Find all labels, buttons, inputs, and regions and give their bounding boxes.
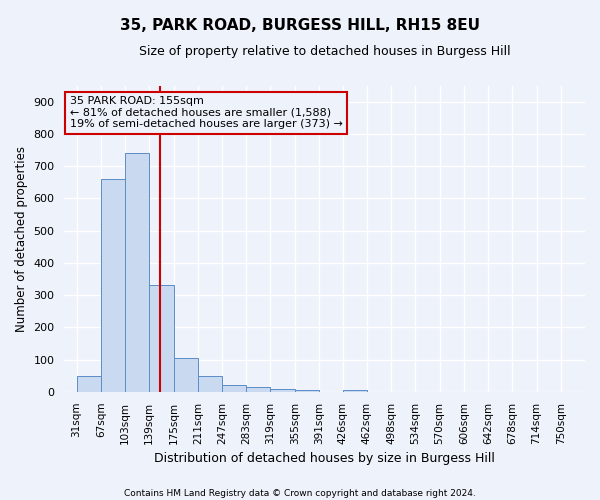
- Bar: [198, 376, 222, 392]
- Bar: [125, 154, 149, 392]
- Bar: [101, 179, 125, 392]
- Text: 35, PARK ROAD, BURGESS HILL, RH15 8EU: 35, PARK ROAD, BURGESS HILL, RH15 8EU: [120, 18, 480, 32]
- Bar: [222, 384, 246, 392]
- Bar: [149, 286, 173, 392]
- Title: Size of property relative to detached houses in Burgess Hill: Size of property relative to detached ho…: [139, 45, 511, 58]
- Bar: [77, 376, 101, 392]
- Bar: [295, 390, 319, 392]
- Y-axis label: Number of detached properties: Number of detached properties: [15, 146, 28, 332]
- Bar: [173, 358, 198, 392]
- X-axis label: Distribution of detached houses by size in Burgess Hill: Distribution of detached houses by size …: [154, 452, 495, 465]
- Bar: [271, 388, 295, 392]
- Bar: [343, 390, 367, 392]
- Bar: [246, 387, 271, 392]
- Text: Contains HM Land Registry data © Crown copyright and database right 2024.: Contains HM Land Registry data © Crown c…: [124, 488, 476, 498]
- Text: 35 PARK ROAD: 155sqm
← 81% of detached houses are smaller (1,588)
19% of semi-de: 35 PARK ROAD: 155sqm ← 81% of detached h…: [70, 96, 343, 130]
